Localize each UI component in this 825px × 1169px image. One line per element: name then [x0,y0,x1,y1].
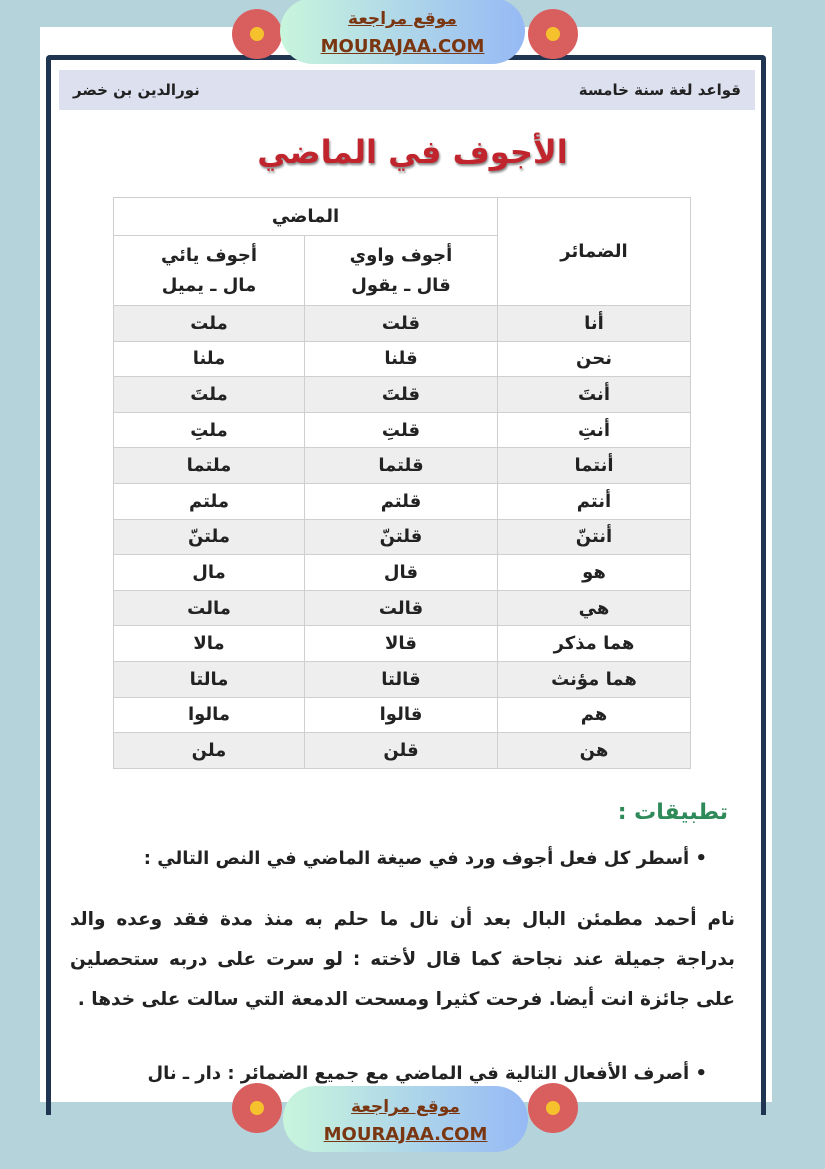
cell-pronoun: أنتم [497,482,691,520]
cell-ya: ملتنّ [113,518,305,556]
cell-ya: مالتا [113,660,305,698]
banner-url: MOURAJAA.COM [320,36,485,57]
cell-ya: ملتم [113,482,305,520]
waw-example: قال ـ يقول [351,274,451,296]
table-row: أنتنّ قلتنّ ملتنّ [113,518,691,556]
cell-waw: قلت [304,305,498,342]
cell-pronoun: نحن [497,340,691,378]
site-logo [232,9,282,59]
cell-ya: ملنا [113,340,305,378]
table-row: أنا قلت ملت [113,305,691,342]
cell-waw: قلتِ [304,411,498,449]
table-row: أنتم قلتم ملتم [113,482,691,520]
site-logo [232,1083,282,1133]
table-row: هما مؤنث قالتا مالتا [113,660,691,698]
table-row: هن قلن ملن [113,732,691,769]
cell-waw: قلن [304,732,498,769]
exercise-2-question: • أصرف الأفعال التالية في الماضي مع جميع… [147,1063,707,1084]
cell-pronoun: أنتما [497,447,691,484]
pronouns-header: الضمائر [497,197,691,306]
table-row: هم قالوا مالوا [113,696,691,734]
cell-ya: ملتَ [113,376,305,413]
cell-waw: قالت [304,589,498,627]
page-title: الأجوف في الماضي [257,133,568,171]
conjugation-table: الضمائر الماضي أجوف واوي قال ـ يقول أجوف … [113,197,691,769]
cell-waw: قالتا [304,660,498,698]
site-logo [528,9,578,59]
waw-title: أجوف واوي [349,244,453,266]
table-row: هي قالت مالت [113,589,691,627]
text-line: نام أحمد مطمئن البال بعد أن نال ما حلم ب… [70,909,735,930]
text-line: على جائزة انت أيضا. فرحت كثيرا ومسحت الد… [77,989,735,1010]
cell-waw: قلتنّ [304,518,498,556]
cell-pronoun: هو [497,554,691,591]
table-row: نحن قلنا ملنا [113,340,691,378]
exercise-1-question: • أسطر كل فعل أجوف ورد في صيغة الماضي في… [143,848,707,869]
exercises-heading: تطبيقات : [617,800,728,825]
site-logo [528,1083,578,1133]
cell-pronoun: أنتنّ [497,518,691,556]
ya-example: مال ـ يميل [161,274,257,296]
cell-pronoun: أنا [497,305,691,342]
banner-arabic: موقع مراجعة [351,1097,460,1117]
cell-waw: قلتما [304,447,498,484]
waw-header: أجوف واوي قال ـ يقول [304,235,498,306]
text-line: بدراجة جميلة عند نجاحة كما قال لأخته : ل… [70,949,735,970]
banner-url: MOURAJAA.COM [323,1124,488,1145]
table-row: أنتِ قلتِ ملتِ [113,411,691,449]
banner-arabic: موقع مراجعة [348,9,457,29]
site-banner-bottom[interactable]: موقع مراجعة MOURAJAA.COM [283,1086,528,1152]
cell-pronoun: هما مؤنث [497,660,691,698]
cell-pronoun: أنتِ [497,411,691,449]
cell-waw: قلتم [304,482,498,520]
q2-text: أصرف الأفعال التالية في الماضي مع جميع ا… [147,1063,690,1084]
ya-title: أجوف يائي [160,244,258,266]
table-row: هو قال مال [113,554,691,591]
cell-waw: قالوا [304,696,498,734]
table-row: أنتَ قلتَ ملتَ [113,376,691,413]
cell-pronoun: هم [497,696,691,734]
cell-ya: مالت [113,589,305,627]
exercise-1-text: نام أحمد مطمئن البال بعد أن نال ما حلم ب… [70,900,735,1020]
header-band: قواعد لغة سنة خامسة نورالدين بن خضر [59,70,755,110]
cell-ya: مال [113,554,305,591]
ya-header: أجوف يائي مال ـ يميل [113,235,305,306]
site-banner-top[interactable]: موقع مراجعة MOURAJAA.COM [280,0,525,64]
cell-ya: ملتِ [113,411,305,449]
cell-ya: مالا [113,625,305,662]
past-header: الماضي [113,197,498,236]
cell-ya: ملتما [113,447,305,484]
cell-ya: ملن [113,732,305,769]
cell-waw: قلتَ [304,376,498,413]
cell-waw: قال [304,554,498,591]
q1-text: أسطر كل فعل أجوف ورد في صيغة الماضي في ا… [143,848,690,869]
cell-waw: قلنا [304,340,498,378]
cell-pronoun: هما مذكر [497,625,691,662]
cell-ya: مالوا [113,696,305,734]
author-label: نورالدين بن خضر [73,81,200,99]
cell-pronoun: هي [497,589,691,627]
cell-ya: ملت [113,305,305,342]
cell-pronoun: هن [497,732,691,769]
subject-label: قواعد لغة سنة خامسة [578,81,741,99]
table-row: هما مذكر قالا مالا [113,625,691,662]
cell-pronoun: أنتَ [497,376,691,413]
cell-waw: قالا [304,625,498,662]
table-row: أنتما قلتما ملتما [113,447,691,484]
